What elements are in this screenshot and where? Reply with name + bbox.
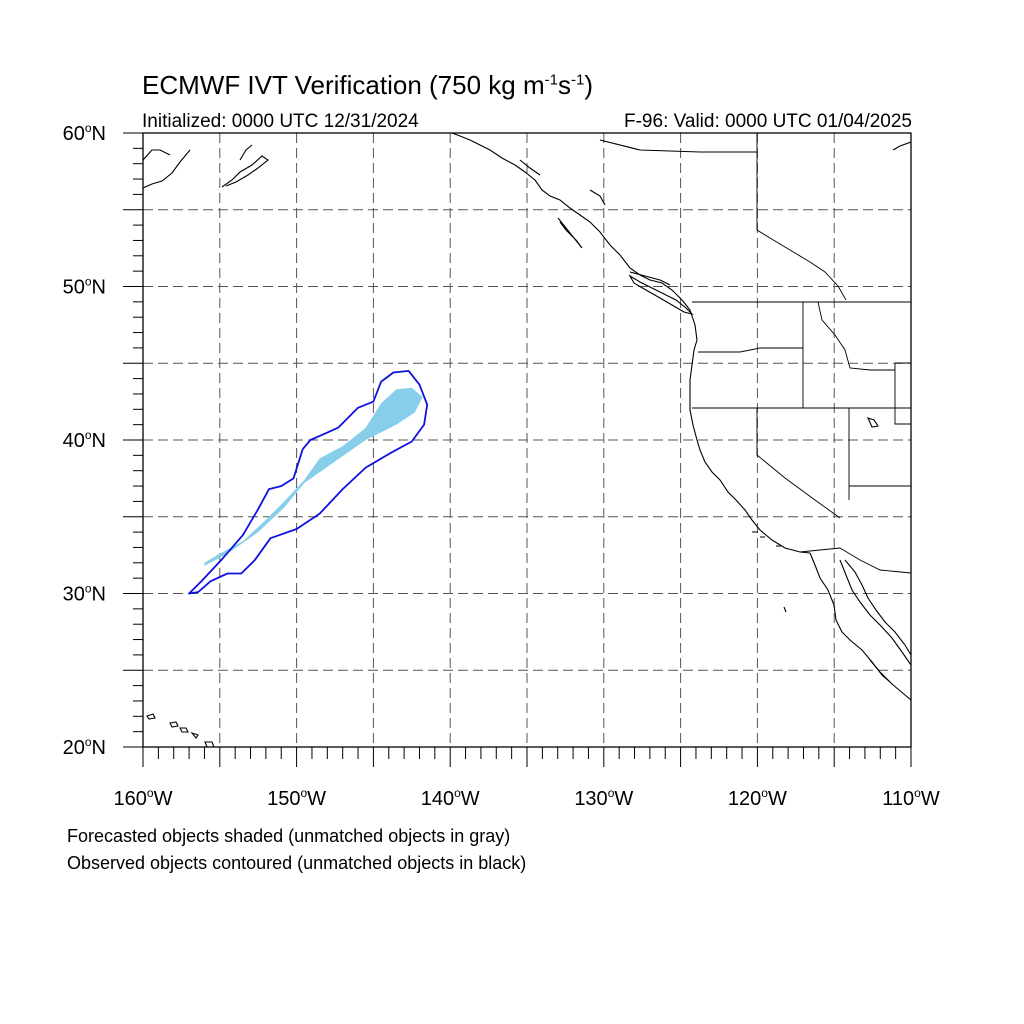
lat-label: 50oN [63,275,106,299]
lon-label: 150oW [267,786,326,810]
lon-label: 140oW [421,786,480,810]
observed-object-contour [188,369,429,595]
forecast-note: Forecasted objects shaded (unmatched obj… [67,826,511,846]
coastline-mexico [839,559,911,701]
political-boundaries [692,133,911,574]
coastline-se-alaska-bc [451,133,757,341]
state-borders [692,301,911,574]
page-title: ECMWF IVT Verification (750 kg m-1s-1) [142,70,593,100]
lat-label: 20oN [63,735,106,759]
alaska-canada-border [756,133,847,301]
valid-time-label: F-96: Valid: 0000 UTC 01/04/2025 [624,111,912,132]
coastline-hawaii [146,713,215,747]
lat-label: 30oN [63,582,106,606]
lon-label: 110oW [882,786,940,810]
lon-label: 130oW [574,786,633,810]
coastline-us-west [689,339,911,683]
coastline-alaska-peninsula [143,144,269,189]
coastline-hudson [892,141,911,151]
lon-label: 160oW [114,786,173,810]
lat-label: 60oN [63,121,106,145]
observed-note: Observed objects contoured (unmatched ob… [67,853,527,873]
coastline-vancouver-island [628,274,694,316]
axis-labels: 60oN 50oN 40oN 30oN 20oN 160oW 150oW 140oW 130oW… [63,121,940,810]
coastline-small-islands [752,417,879,613]
axis-ticks [123,132,912,767]
gridlines [143,133,911,747]
initialized-label: Initialized: 0000 UTC 12/31/2024 [142,111,419,132]
coastlines [143,133,911,747]
lat-label: 40oN [63,428,106,452]
lon-label: 120oW [728,786,787,810]
forecast-object-shading [204,387,423,566]
